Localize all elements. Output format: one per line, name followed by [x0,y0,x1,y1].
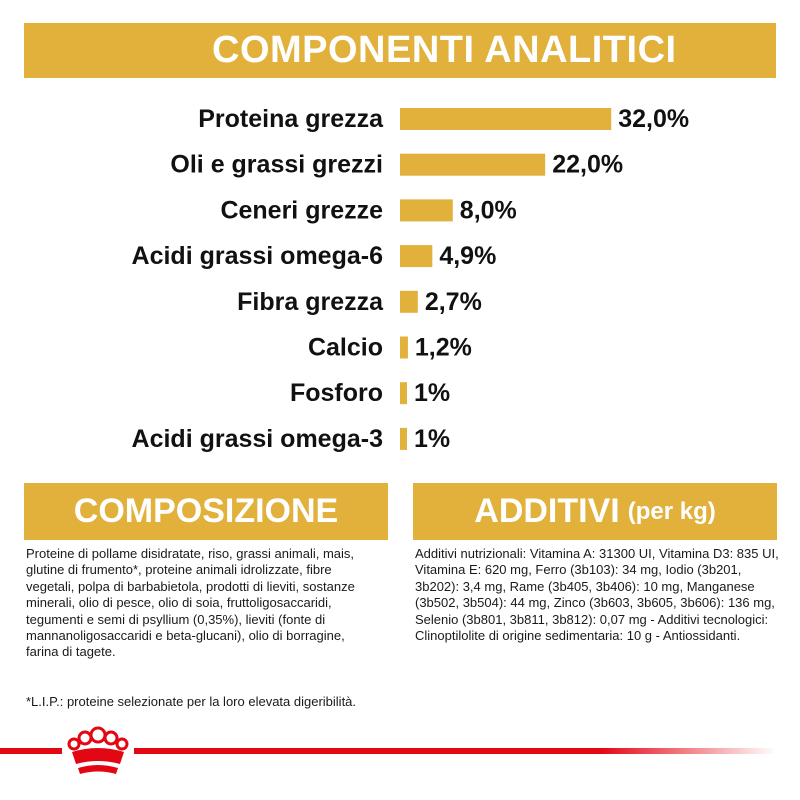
section-header-analytical: COMPONENTI ANALITICI [24,23,776,78]
value-label-fosforo: 1% [414,379,450,407]
category-label-oli-e-grassi-grezzi: Oli e grassi grezzi [170,151,383,179]
bar-calcio [400,336,408,359]
category-label-calcio: Calcio [308,334,383,362]
bar-proteina-grezza [400,108,612,130]
value-label-fibra-grezza: 2,7% [425,288,482,316]
bar-oli-e-grassi-grezzi [400,153,546,176]
section-header-composition: COMPOSIZIONE [24,483,388,540]
category-label-fibra-grezza: Fibra grezza [237,288,384,316]
section-title: COMPONENTI ANALITICI [212,29,677,71]
value-label-ceneri-grezze: 8,0% [460,196,517,224]
additives-subtitle: (per kg) [627,497,716,525]
analytical-components-chart: Proteina grezza 32,0% Oli e grassi grezzi 2… [132,105,690,453]
additives-text: Additivi nutrizionali: Vitamina A: 31300… [415,546,779,644]
category-label-proteina-grezza: Proteina grezza [198,105,384,133]
composition-text: Proteine di pollame disidratate, riso, g… [26,546,355,660]
composition-title: COMPOSIZIONE [73,492,339,530]
bar-ceneri-grezze [400,199,453,222]
value-label-acidi-grassi-omega-3: 1% [414,425,450,453]
category-label-acidi-grassi-omega-3: Acidi grassi omega-3 [132,425,383,453]
value-label-oli-e-grassi-grezzi: 22,0% [552,151,623,179]
bar-fosforo [400,382,407,405]
composition-footnote: *L.I.P.: proteine selezionate per la lor… [26,694,357,709]
value-label-acidi-grassi-omega-6: 4,9% [439,242,496,270]
category-label-fosforo: Fosforo [290,379,383,407]
category-label-ceneri-grezze: Ceneri grezze [220,196,383,224]
value-label-calcio: 1,2% [415,334,472,362]
bar-acidi-grassi-omega-6 [400,245,433,268]
crown-icon [62,722,134,780]
section-header-additives: ADDITIVI (per kg) [413,483,777,540]
footer-accent-line [0,748,800,754]
category-label-acidi-grassi-omega-6: Acidi grassi omega-6 [132,242,383,270]
value-label-proteina-grezza: 32,0% [618,105,689,133]
bar-fibra-grezza [400,290,418,313]
bar-acidi-grassi-omega-3 [400,427,407,450]
additives-title: ADDITIVI [474,492,620,530]
